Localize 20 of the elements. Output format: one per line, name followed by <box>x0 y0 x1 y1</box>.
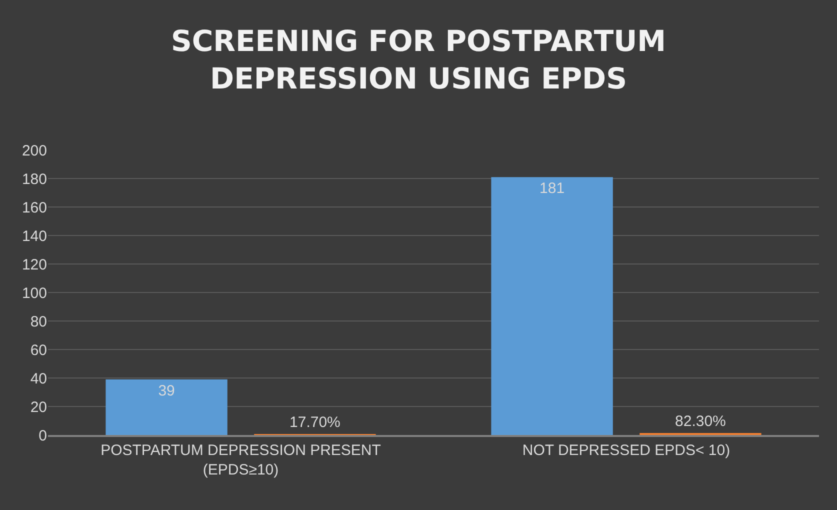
bar <box>491 177 613 435</box>
y-tick-label: 80 <box>30 313 47 330</box>
y-tick-label: 100 <box>22 284 47 302</box>
bar <box>106 379 228 435</box>
y-tick-label: 20 <box>30 398 47 416</box>
y-tick-label: 200 <box>22 142 47 160</box>
y-tick-label: 40 <box>30 370 47 388</box>
y-tick-label: 180 <box>22 170 47 188</box>
y-tick-label: 0 <box>38 427 47 444</box>
y-tick-label: 140 <box>22 228 47 245</box>
y-tick-label: 160 <box>22 199 47 216</box>
chart-title: SCREENING FOR POSTPARTUM DEPRESSION USING EPDS <box>170 24 666 96</box>
data-label: 181 <box>540 180 565 198</box>
data-label: 39 <box>158 382 175 400</box>
data-label: 82.30% <box>675 413 726 430</box>
y-tick-label: 120 <box>22 256 47 274</box>
x-tick-label: NOT DEPRESSED EPDS< 10) <box>522 442 730 459</box>
y-tick-label: 60 <box>30 342 47 359</box>
data-label: 17.70% <box>290 414 340 431</box>
x-tick-label: POSTPARTUM DEPRESSION PRESENT (EPDS≥10) <box>100 442 381 478</box>
